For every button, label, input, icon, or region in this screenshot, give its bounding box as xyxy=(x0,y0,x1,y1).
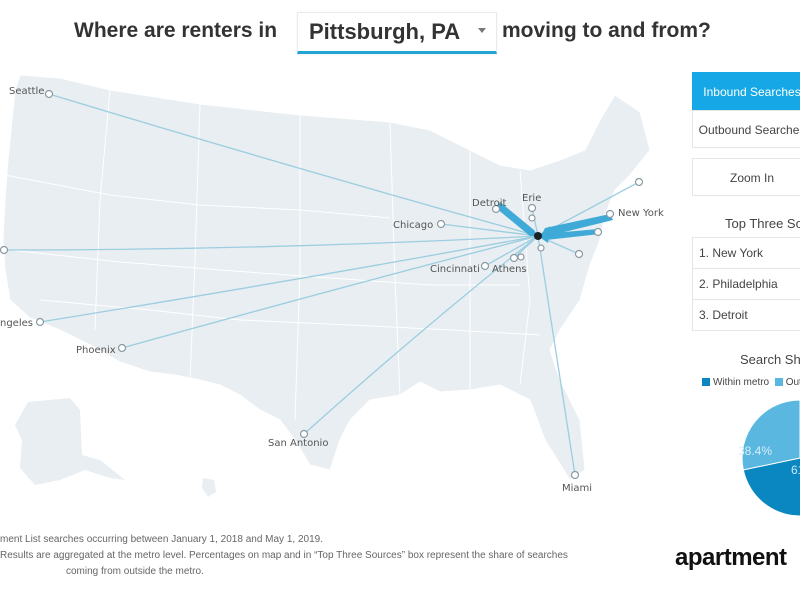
label-los-angeles: ngeles xyxy=(0,318,33,329)
chevron-down-icon xyxy=(478,28,486,33)
list-item: 1. New York xyxy=(693,238,800,269)
flow-lines xyxy=(3,93,640,476)
label-athens: Athens xyxy=(492,264,527,275)
label-new-york: New York xyxy=(618,208,664,219)
inbound-searches-button[interactable]: Inbound Searches xyxy=(692,72,800,110)
label-detroit: Detroit xyxy=(472,198,507,209)
title-prefix: Where are renters in xyxy=(74,19,278,42)
search-share-pie: 38.4% 61.6% xyxy=(700,390,800,520)
list-item: 3. Detroit xyxy=(699,308,748,322)
city-dropdown-value: Pittsburgh, PA xyxy=(309,19,461,44)
label-seattle: Seattle xyxy=(9,86,44,97)
us-map-svg: Seattle Chicago Detroit Erie New York Ci… xyxy=(0,74,664,497)
state-borders xyxy=(4,89,541,421)
search-share-title: Search Share xyxy=(740,352,800,367)
footnote-line-2: Results are aggregated at the metro leve… xyxy=(0,550,568,561)
footnote-line-1: ment List searches occurring between Jan… xyxy=(0,534,323,545)
migration-map[interactable]: Seattle Chicago Detroit Erie New York Ci… xyxy=(0,60,680,520)
within-metro-swatch xyxy=(702,378,710,386)
label-san-antonio: San Antonio xyxy=(268,438,328,449)
hawaii-shape xyxy=(202,478,216,497)
label-chicago: Chicago xyxy=(393,220,433,231)
pie-slice-within xyxy=(742,399,800,517)
footnote-line-3: coming from outside the metro. xyxy=(66,566,204,577)
label-phoenix: Phoenix xyxy=(76,345,116,356)
sidebar: Inbound Searches Outbound Searches Zoom … xyxy=(692,72,800,196)
pie-slice-outside xyxy=(741,399,800,471)
label-erie: Erie xyxy=(522,193,541,204)
zoom-in-button[interactable]: Zoom In xyxy=(692,158,800,196)
list-item: 2. Philadelphia xyxy=(693,269,800,300)
alaska-shape xyxy=(15,398,125,485)
top-three-title: Top Three Sources xyxy=(725,216,800,231)
label-miami: Miami xyxy=(562,483,592,494)
inbound-arrows xyxy=(496,202,613,243)
top-three-list: 1. New York 2. Philadelphia 3. Detroit xyxy=(692,237,800,331)
label-cincinnati: Cincinnati xyxy=(430,264,480,275)
search-share-legend: Within metro Outside metro xyxy=(702,377,800,388)
legend-outside: Outside metro xyxy=(785,377,800,388)
city-dropdown[interactable]: Pittsburgh, PA xyxy=(297,12,497,54)
pittsburgh-marker xyxy=(534,232,542,240)
legend-within: Within metro xyxy=(713,377,770,388)
page-header: Where are renters in Pittsburgh, PA movi… xyxy=(0,12,800,56)
outside-metro-swatch xyxy=(774,378,783,386)
city-markers xyxy=(0,89,644,480)
pie-label-within: 61.6% xyxy=(791,463,800,477)
pie-label-outside: 38.4% xyxy=(738,444,772,458)
title-suffix: moving to and from? xyxy=(502,19,711,42)
outbound-searches-button[interactable]: Outbound Searches xyxy=(692,110,800,148)
apartment-list-logo: apartment xyxy=(675,544,787,571)
